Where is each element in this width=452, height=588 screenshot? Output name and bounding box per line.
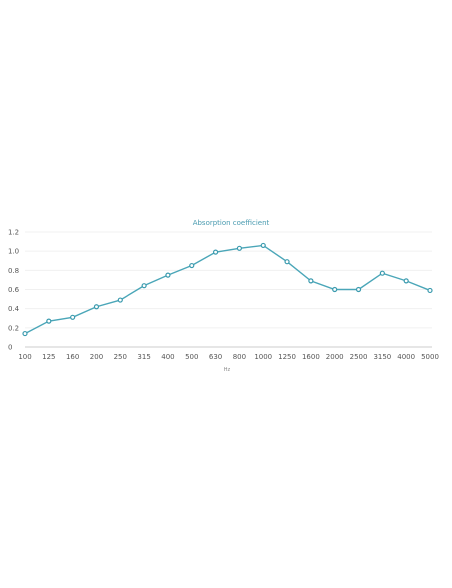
data-point [212, 249, 219, 255]
data-point [379, 270, 385, 276]
x-tick-label: 2500 [350, 353, 368, 361]
grid-layer [25, 231, 432, 329]
y-tick-label: 0.6 [8, 286, 20, 294]
data-point [117, 297, 123, 303]
data-point [427, 287, 433, 294]
x-tick-label: 100 [18, 353, 31, 361]
y-tick-label: 1.0 [8, 248, 19, 256]
data-point [355, 286, 362, 293]
y-axis: 0 0.2 0.4 0.6 0.8 1.0 1.2 [8, 229, 20, 352]
x-tick-label: 5000 [421, 353, 439, 361]
y-tick-label: 0 [8, 344, 12, 352]
data-point [403, 278, 409, 284]
data-point [332, 286, 338, 293]
x-tick-label: 630 [209, 353, 222, 361]
x-tick-label: 400 [161, 353, 174, 361]
x-tick-label: 200 [90, 353, 103, 361]
data-point [93, 304, 100, 310]
x-tick-label: 1250 [278, 353, 296, 361]
x-tick-label: 125 [42, 353, 55, 361]
x-tick-label: 3150 [373, 353, 391, 361]
data-point [284, 259, 290, 265]
data-point [70, 314, 76, 320]
data-point [165, 272, 171, 278]
x-tick-label: 500 [185, 353, 198, 361]
y-tick-label: 0.4 [8, 305, 20, 313]
x-tick-label: 1000 [254, 353, 272, 361]
y-tick-label: 1.2 [8, 229, 19, 237]
data-point [260, 242, 266, 249]
y-tick-label: 0.2 [8, 324, 19, 332]
data-point [189, 262, 195, 269]
data-point [308, 278, 314, 284]
data-point [141, 283, 147, 289]
x-tick-label: 315 [137, 353, 150, 361]
series-layer [22, 242, 433, 337]
data-point [22, 330, 28, 337]
x-tick-label: 4000 [397, 353, 415, 361]
y-tick-label: 0.8 [8, 267, 19, 275]
series-line [24, 244, 431, 335]
data-point [46, 318, 52, 324]
chart-title: Absorption coefficient [193, 219, 270, 227]
x-axis-title: Hz [224, 367, 231, 373]
x-tick-label: 160 [66, 353, 79, 361]
x-tick-label: 800 [233, 353, 246, 361]
x-axis: 100 125 160 200 250 315 400 500 630 800 1000 1250 16… [18, 346, 439, 361]
data-point [236, 245, 243, 251]
x-tick-label: 1600 [302, 353, 320, 361]
x-tick-label: 250 [114, 353, 127, 361]
x-tick-label: 2000 [326, 353, 344, 361]
